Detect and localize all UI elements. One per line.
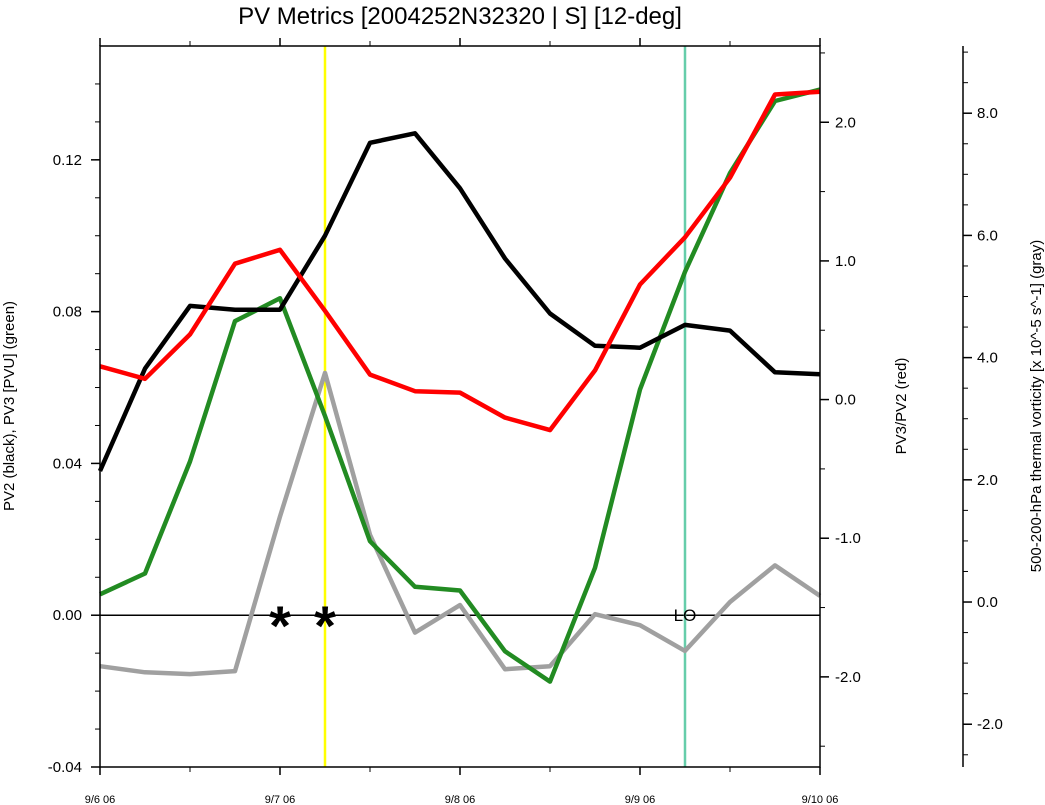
x-tick-label-3: 9/9 06 xyxy=(625,794,656,805)
reference-lines xyxy=(100,46,820,767)
y-right-tick-label-1: -1.0 xyxy=(835,530,861,547)
x-tick-label-2: 9/8 06 xyxy=(445,794,476,805)
x-tick-label-4: 9/10 06 xyxy=(802,794,839,805)
y-right-tick-label-2: 0.0 xyxy=(835,392,856,409)
asterisk-marker-0: * xyxy=(269,594,291,657)
series-line-pv3-pv2 xyxy=(99,89,821,433)
y-far-right-tick-label-2: 2.0 xyxy=(977,472,998,489)
asterisk-marker-1: * xyxy=(314,594,336,657)
y-left-axis-label: PV2 (black), PV3 [PVU] (green) xyxy=(1,301,18,511)
y-far-right-axis-label: 500-200-hPa thermal vorticity [x 10^-5 s… xyxy=(1028,240,1045,573)
y-far-right-tick-label-4: 6.0 xyxy=(977,227,998,244)
y-right-tick-label-4: 2.0 xyxy=(835,114,856,131)
labels-layer: PV Metrics [2004252N32320 | S] [12-deg] … xyxy=(1,3,1045,572)
axes-layer: 9/6 06 9/7 06 9/8 06 9/9 06 9/10 06-0.040.00… xyxy=(48,38,1003,805)
y-right-tick-label-3: 1.0 xyxy=(835,253,856,270)
x-tick-label-0: 9/6 06 xyxy=(85,794,116,805)
y-far-right-tick-label-1: 0.0 xyxy=(977,594,998,611)
series-line-pv2 xyxy=(97,131,821,472)
y-far-right-tick-label-3: 4.0 xyxy=(977,350,998,367)
series-line-pv3 xyxy=(99,87,821,684)
y-left-tick-label-2: 0.04 xyxy=(53,455,82,472)
series-line-thermal-vorticity xyxy=(99,370,822,677)
y-left-tick-label-4: 0.12 xyxy=(53,152,82,169)
chart-title: PV Metrics [2004252N32320 | S] [12-deg] xyxy=(238,3,682,30)
series-layer xyxy=(97,87,822,684)
y-left-tick-label-0: -0.04 xyxy=(48,759,82,776)
y-left-tick-label-3: 0.08 xyxy=(53,304,82,321)
y-right-axis-label: PV3/PV2 (red) xyxy=(893,358,910,455)
annotation-label-0: LO xyxy=(674,606,697,625)
y-left-tick-label-1: 0.00 xyxy=(53,607,82,624)
y-far-right-tick-label-5: 8.0 xyxy=(977,105,998,122)
y-far-right-tick-label-0: -2.0 xyxy=(977,716,1003,733)
y-right-tick-label-0: -2.0 xyxy=(835,669,861,686)
x-tick-label-1: 9/7 06 xyxy=(265,794,296,805)
